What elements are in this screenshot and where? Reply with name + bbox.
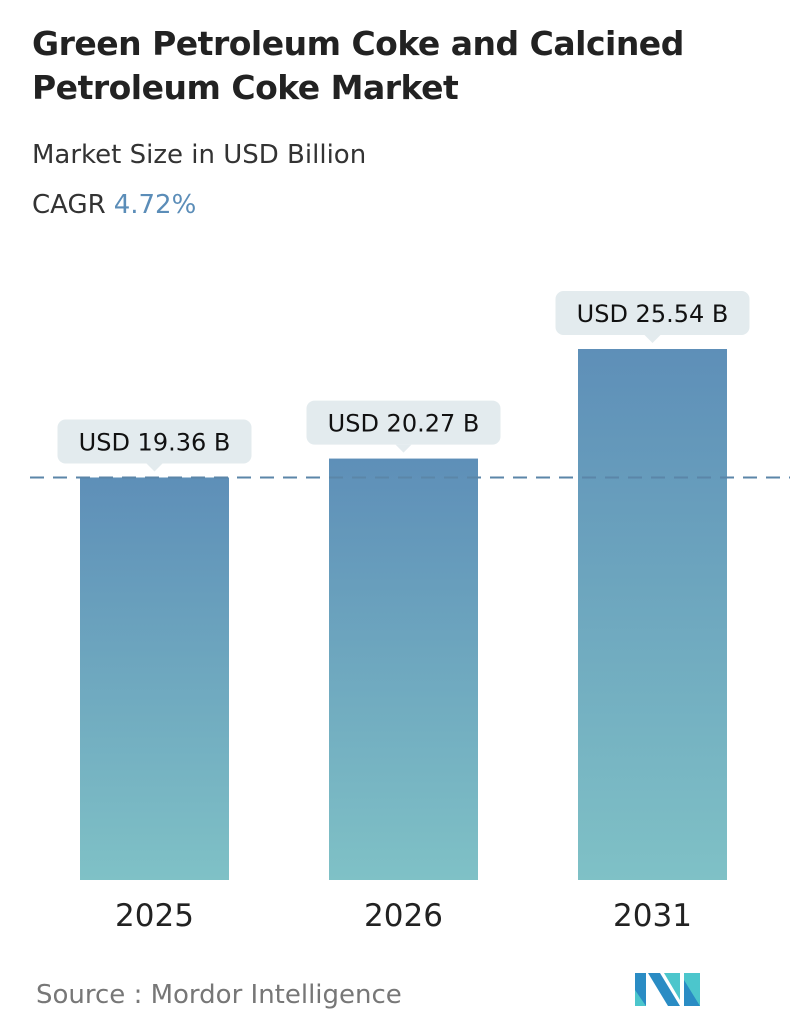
x-tick-label: 2025 [115,898,194,934]
cagr-label: CAGR [32,190,106,220]
data-label-pointer [644,335,661,343]
data-label: USD 25.54 B [577,300,729,328]
data-label: USD 19.36 B [79,428,231,456]
source-text: Source : Mordor Intelligence [36,980,402,1010]
bar-chart: USD 19.36 B 2025 USD 20.27 B 2026 USD 25.54 … [30,291,790,934]
data-label-pointer [146,463,163,472]
data-label-bg [555,291,750,335]
x-tick-label: 2031 [613,898,692,934]
data-label-bg [306,400,501,445]
bar-2025 [80,477,229,880]
chart-subtitle: Market Size in USD Billion [32,140,367,170]
data-label-pointer [395,444,412,453]
cagr-value: 4.72% [113,190,197,220]
data-label-bg [57,419,252,464]
chart-title: Green Petroleum Coke and Calcined Petrol… [32,24,684,107]
data-label: USD 20.27 B [328,410,480,438]
bar-2026 [329,458,478,880]
bar-2031 [578,349,727,880]
x-tick-label: 2026 [364,898,443,934]
cagr: CAGR 4.72% [32,190,196,220]
